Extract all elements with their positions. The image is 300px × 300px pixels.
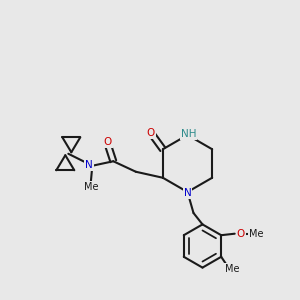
Text: NH: NH — [181, 129, 197, 140]
Text: O: O — [237, 229, 245, 239]
Text: N: N — [184, 188, 191, 198]
Text: O: O — [147, 128, 155, 138]
Text: Me: Me — [249, 229, 264, 239]
Text: N: N — [85, 160, 93, 170]
Text: O: O — [104, 137, 112, 147]
Text: Me: Me — [225, 264, 240, 274]
Text: Me: Me — [84, 182, 98, 192]
